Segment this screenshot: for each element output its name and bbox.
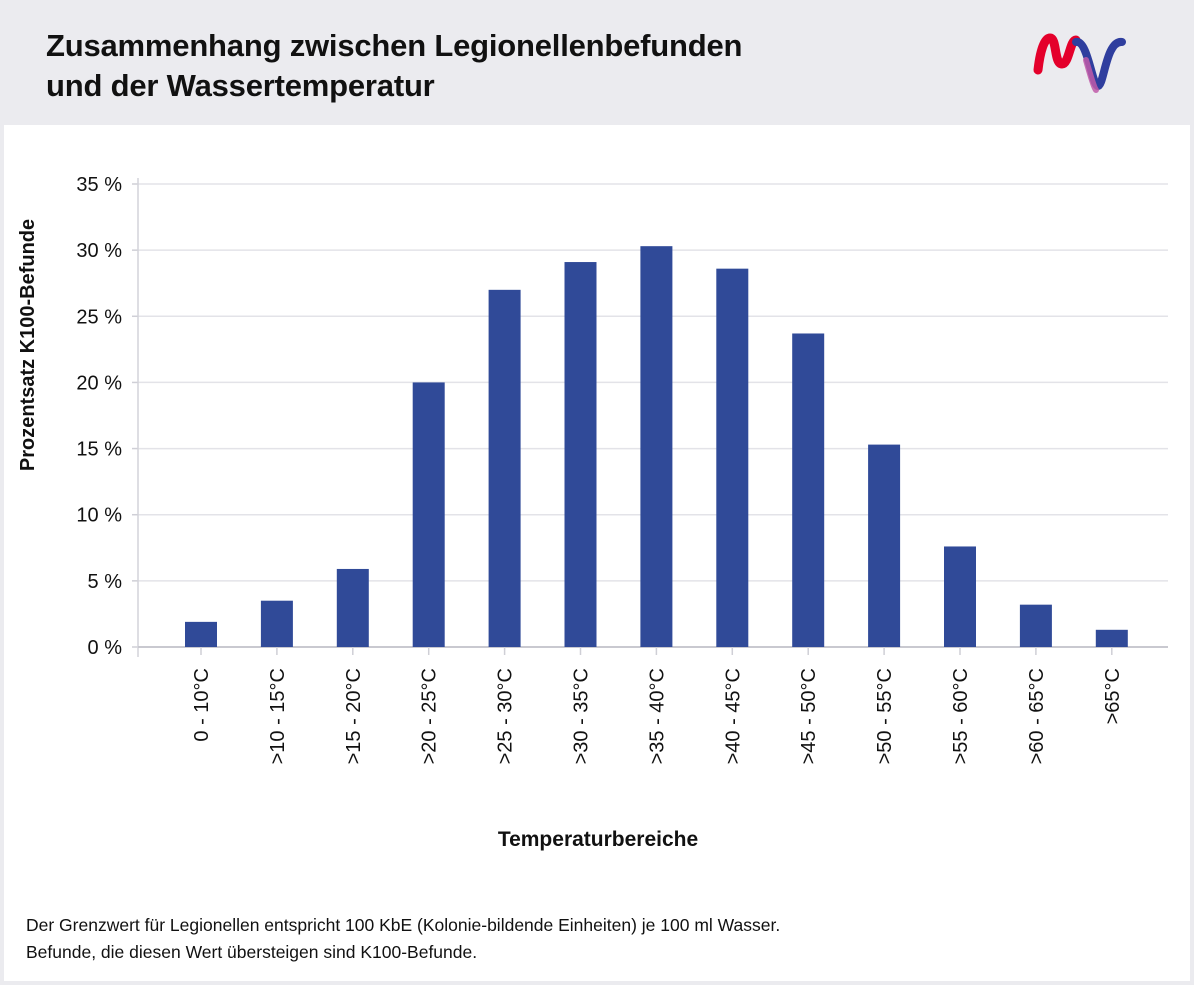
- bar: [792, 333, 825, 647]
- bars: [185, 246, 1128, 647]
- y-tick-label: 10 %: [76, 505, 122, 527]
- y-tick-label: 25 %: [76, 306, 122, 328]
- footnote-line-1: Der Grenzwert für Legionellen entspricht…: [26, 915, 781, 935]
- y-tick-label: 15 %: [76, 439, 122, 461]
- y-tick-label: 30 %: [76, 240, 122, 262]
- x-tick-label: >35 - 40°C: [646, 668, 668, 764]
- bar: [944, 546, 976, 647]
- x-tick-label: >60 - 65°C: [1026, 668, 1048, 764]
- y-tick-label: 0 %: [88, 637, 123, 659]
- bar: [1095, 629, 1128, 647]
- chart-frame: [0, 125, 1194, 985]
- bar-chart: 0 % 5 % 10 % 15 % 20 % 25 % 30 % 35 % 0 - 10°C >1…: [17, 174, 1168, 851]
- bar: [716, 268, 749, 647]
- x-tick-label: >65°C: [1102, 668, 1124, 724]
- x-tick-label: >30 - 35°C: [571, 668, 593, 764]
- x-tick-label: >20 - 25°C: [419, 668, 441, 764]
- bar: [336, 568, 369, 647]
- bar: [260, 600, 293, 647]
- x-tick-label: >55 - 60°C: [950, 668, 972, 764]
- bar: [412, 382, 445, 647]
- bar: [868, 444, 901, 647]
- x-tick-label: >25 - 30°C: [495, 668, 517, 764]
- mvv-logo-icon: [1033, 33, 1126, 93]
- tick-labels: 0 % 5 % 10 % 15 % 20 % 25 % 30 % 35 % 0 - 10°C >1…: [76, 174, 1123, 764]
- x-tick-label: >40 - 45°C: [722, 668, 744, 764]
- title-line-1: Zusammenhang zwischen Legionellenbefunde…: [46, 28, 743, 63]
- y-tick-label: 35 %: [76, 174, 122, 196]
- chart-title: Zusammenhang zwischen Legionellenbefunde…: [46, 26, 742, 106]
- bar: [1019, 604, 1052, 647]
- y-tick-label: 5 %: [88, 571, 123, 593]
- bar: [640, 246, 673, 647]
- x-tick-label: 0 - 10°C: [191, 668, 213, 742]
- x-tick-label: >10 - 15°C: [267, 668, 289, 764]
- bar: [488, 289, 521, 647]
- x-tick-label: >45 - 50°C: [798, 668, 820, 764]
- y-tick-label: 20 %: [76, 372, 122, 394]
- footnote-line-2: Befunde, die diesen Wert übersteigen sin…: [26, 942, 478, 962]
- bar: [185, 621, 217, 647]
- header-band: Zusammenhang zwischen Legionellenbefunde…: [0, 0, 1194, 125]
- x-tick-label: >50 - 55°C: [874, 668, 896, 764]
- x-axis-label: Temperaturbereiche: [498, 828, 698, 851]
- bar: [564, 262, 597, 647]
- x-tick-label: >15 - 20°C: [343, 668, 365, 764]
- y-axis-label: Prozentsatz K100-Befunde: [17, 219, 39, 471]
- footnote: Der Grenzwert für Legionellen entspricht…: [26, 912, 780, 966]
- title-line-2: und der Wassertemperatur: [46, 68, 435, 103]
